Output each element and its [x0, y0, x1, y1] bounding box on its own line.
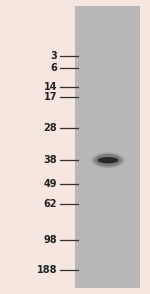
Text: 38: 38	[43, 155, 57, 165]
Text: 3: 3	[50, 51, 57, 61]
Ellipse shape	[91, 153, 125, 168]
Ellipse shape	[94, 154, 122, 166]
Text: 6: 6	[50, 63, 57, 73]
Text: 17: 17	[44, 92, 57, 102]
Text: 28: 28	[43, 123, 57, 133]
Text: 188: 188	[36, 265, 57, 275]
Text: 62: 62	[44, 199, 57, 209]
Text: 49: 49	[44, 179, 57, 189]
Text: 98: 98	[43, 235, 57, 245]
Bar	[75, 6, 140, 288]
Text: 14: 14	[44, 82, 57, 92]
Ellipse shape	[98, 157, 118, 163]
